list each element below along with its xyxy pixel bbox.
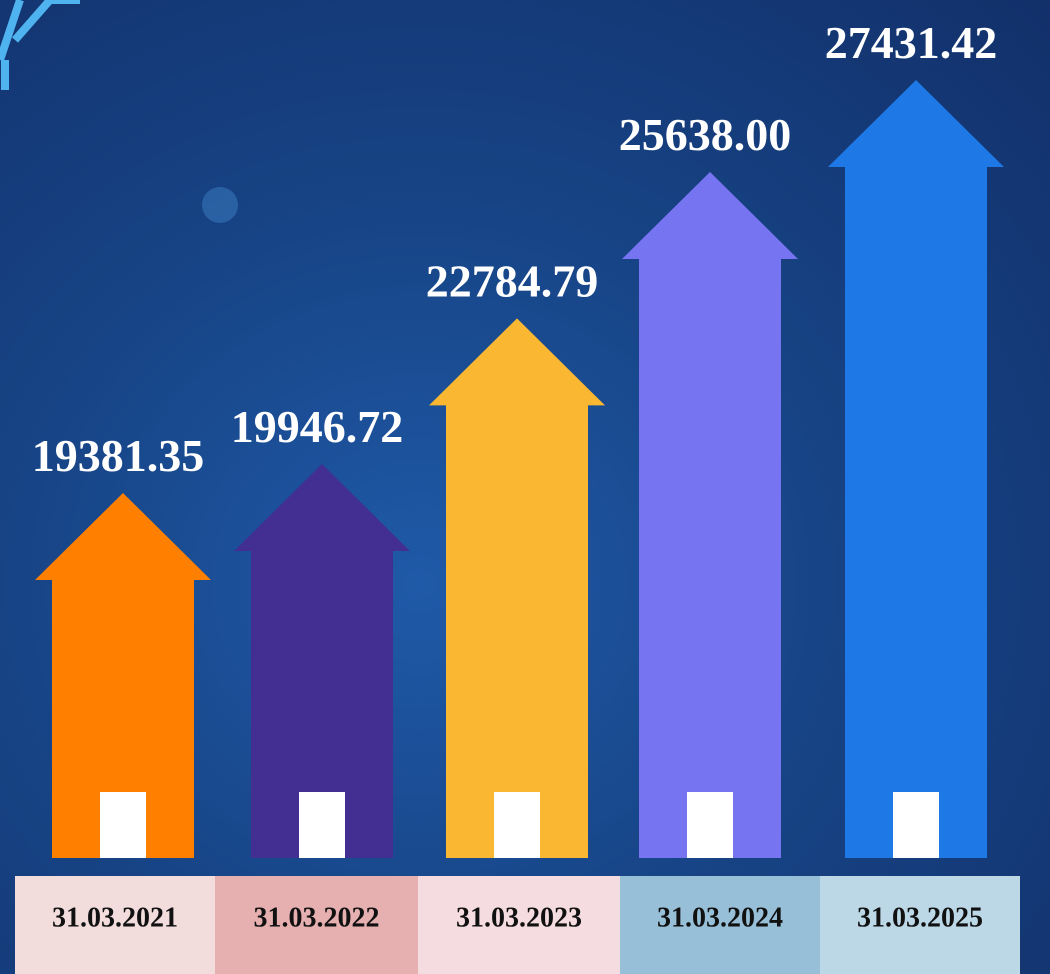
glow xyxy=(202,187,238,223)
bar-decoration xyxy=(100,792,146,858)
corner-decoration xyxy=(0,0,80,90)
bar xyxy=(429,318,605,858)
data-label: 22784.79 xyxy=(426,255,599,306)
data-label: 19946.72 xyxy=(231,401,404,452)
data-label: 27431.42 xyxy=(825,17,998,68)
bar-decoration xyxy=(687,792,733,858)
category-cell xyxy=(15,876,215,974)
data-label: 25638.00 xyxy=(619,109,792,160)
data-label: 19381.35 xyxy=(32,430,205,481)
x-tick-label: 31.03.2022 xyxy=(254,902,380,933)
category-cell xyxy=(418,876,620,974)
bar xyxy=(622,172,798,858)
category-cell xyxy=(620,876,820,974)
bar-decoration xyxy=(299,792,345,858)
bar xyxy=(828,80,1004,858)
x-tick-label: 31.03.2024 xyxy=(657,902,783,933)
bar-decoration xyxy=(494,792,540,858)
x-tick-label: 31.03.2023 xyxy=(456,902,582,933)
category-cell xyxy=(820,876,1020,974)
bar xyxy=(234,463,410,858)
bar-decoration xyxy=(893,792,939,858)
x-tick-label: 31.03.2025 xyxy=(857,902,983,933)
x-tick-label: 31.03.2021 xyxy=(52,902,178,933)
bar xyxy=(35,493,211,858)
category-cell xyxy=(215,876,418,974)
